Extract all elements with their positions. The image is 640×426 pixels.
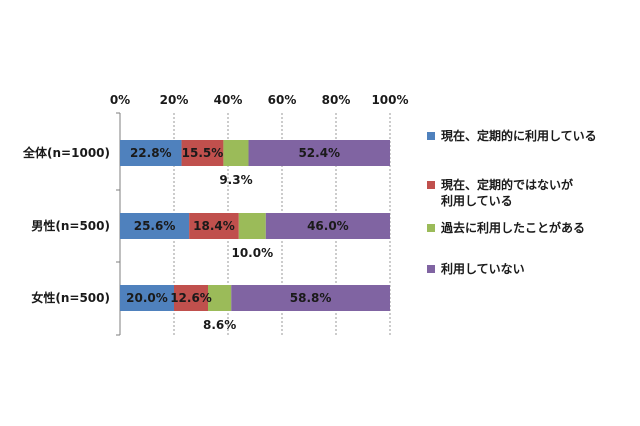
legend-swatch-1 (427, 181, 435, 189)
x-axis-ticks: 0% 20% 40% 60% 80% 100% (110, 93, 409, 107)
legend-label-2: 過去に利用したことがある (441, 221, 586, 235)
bar-segment-2-3 (231, 285, 390, 311)
legend-swatch-2 (427, 224, 435, 232)
bar-segment-0-1 (181, 140, 224, 166)
data-label-1-0: 25.6% (134, 219, 176, 233)
data-label-0-3: 52.4% (298, 146, 340, 160)
category-label-0: 全体(n=1000) (22, 145, 110, 160)
data-label-0-0: 22.8% (130, 146, 172, 160)
data-label-2-3: 58.8% (290, 291, 332, 305)
legend-item-0: 現在、定期的に利用している (427, 128, 597, 144)
bar-segment-1-2 (238, 213, 266, 239)
bar-segment-0-2 (223, 140, 249, 166)
data-label-1-1: 18.4% (193, 219, 235, 233)
x-tick-label-4: 80% (322, 93, 351, 107)
bar-segment-1-0 (120, 213, 190, 239)
legend-swatch-0 (427, 132, 435, 140)
x-tick-label-3: 60% (268, 93, 297, 107)
data-label-0-1: 15.5% (182, 146, 224, 160)
bar-segment-0-3 (248, 140, 390, 166)
x-tick-label-0: 0% (110, 93, 130, 107)
bar-segment-1-3 (265, 213, 390, 239)
bar-segment-0-0 (120, 140, 182, 166)
legend-label-1: 現在、定期的ではないが 利用している (441, 178, 574, 208)
data-label-2-2: 8.6% (203, 318, 236, 332)
legend-swatch-3 (427, 265, 435, 273)
data-label-1-2: 10.0% (231, 246, 273, 260)
legend-item-1: 現在、定期的ではないが 利用している (427, 177, 573, 209)
data-labels: 22.8% 15.5% 9.3% 52.4% 25.6% 18.4% 10.0% 46.0% 2… (126, 146, 349, 332)
legend-item-2: 過去に利用したことがある (427, 220, 585, 236)
data-label-1-3: 46.0% (307, 219, 349, 233)
x-tick-label-2: 40% (214, 93, 243, 107)
x-tick-label-1: 20% (160, 93, 189, 107)
bar-segment-2-2 (208, 285, 232, 311)
category-label-2: 女性(n=500) (31, 290, 110, 305)
bars (120, 140, 390, 311)
bar-segment-2-0 (120, 285, 174, 311)
bar-segment-2-1 (174, 285, 209, 311)
x-tick-label-5: 100% (371, 93, 408, 107)
category-label-1: 男性(n=500) (31, 218, 110, 233)
bar-segment-1-1 (189, 213, 239, 239)
data-label-2-0: 20.0% (126, 291, 168, 305)
data-label-2-1: 12.6% (170, 291, 212, 305)
legend-label-3: 利用していない (441, 262, 525, 276)
category-labels: 全体(n=1000) 男性(n=500) 女性(n=500) (22, 145, 110, 305)
legend-item-3: 利用していない (427, 261, 525, 277)
legend-label-0: 現在、定期的に利用している (441, 129, 597, 143)
data-label-0-2: 9.3% (219, 173, 252, 187)
